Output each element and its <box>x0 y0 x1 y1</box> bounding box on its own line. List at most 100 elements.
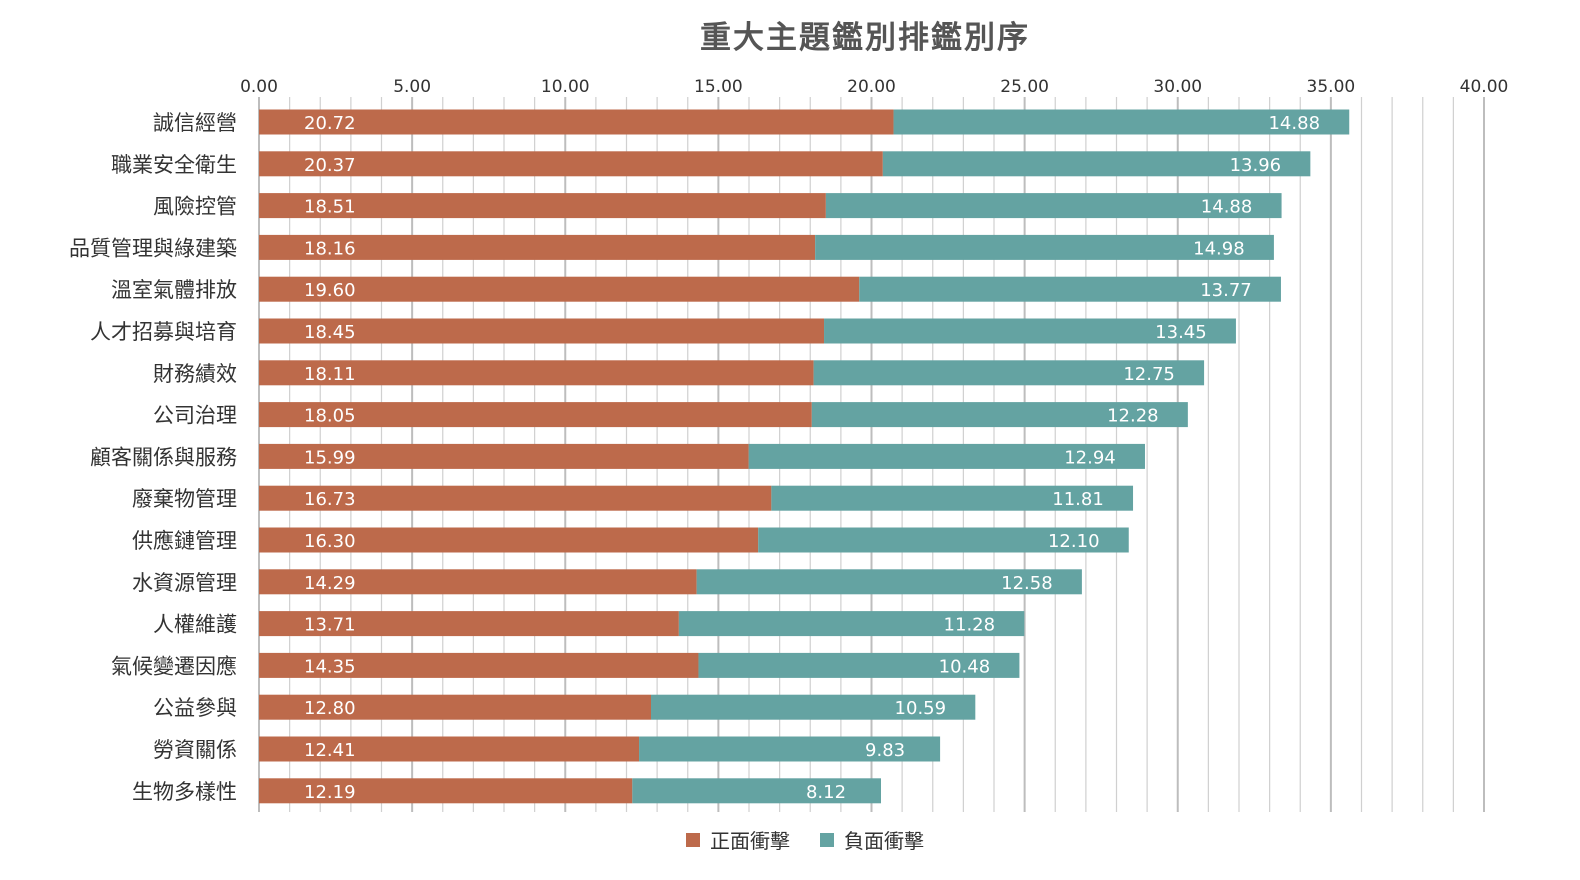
bar-negative <box>651 694 976 720</box>
data-label-negative: 13.45 <box>1155 322 1207 343</box>
bar-negative <box>859 276 1281 302</box>
data-label-negative: 8.12 <box>806 782 846 803</box>
data-label-positive: 12.80 <box>304 698 356 719</box>
data-label-negative: 10.48 <box>939 656 991 677</box>
data-label-negative: 14.98 <box>1193 238 1245 259</box>
data-label-negative: 10.59 <box>895 698 947 719</box>
data-label-positive: 12.19 <box>304 782 356 803</box>
bar-positive <box>259 652 699 678</box>
category-label: 公益參與 <box>153 696 237 720</box>
data-label-positive: 18.45 <box>304 322 356 343</box>
data-label-positive: 14.35 <box>304 656 356 677</box>
bar-negative <box>824 318 1236 344</box>
bar-negative <box>811 402 1188 428</box>
category-label: 品質管理與綠建築 <box>69 236 237 260</box>
category-label: 職業安全衛生 <box>111 153 237 177</box>
data-label-negative: 12.58 <box>1001 573 1053 594</box>
bar-positive <box>259 360 814 386</box>
data-label-positive: 18.16 <box>304 238 356 259</box>
data-label-negative: 12.28 <box>1107 406 1159 427</box>
bar-positive <box>259 485 772 511</box>
x-tick-label: 20.00 <box>847 77 896 97</box>
bar-positive <box>259 276 860 302</box>
data-label-positive: 15.99 <box>304 447 356 468</box>
category-label: 供應鏈管理 <box>132 529 237 553</box>
data-label-positive: 16.73 <box>304 489 356 510</box>
bar-negative <box>758 527 1129 553</box>
bar-positive <box>259 611 679 637</box>
legend-swatch-negative <box>820 832 834 847</box>
bar-positive <box>259 109 894 135</box>
data-label-negative: 12.75 <box>1123 364 1175 385</box>
data-label-negative: 11.81 <box>1052 489 1104 510</box>
bar-negative <box>882 151 1311 177</box>
legend-swatch-positive <box>686 832 700 847</box>
x-tick-label: 5.00 <box>393 77 431 97</box>
bar-negative <box>696 569 1082 595</box>
x-tick-label: 35.00 <box>1307 77 1356 97</box>
data-label-positive: 18.51 <box>304 197 356 218</box>
bar-positive <box>259 443 749 469</box>
category-label: 人權維護 <box>153 613 237 637</box>
category-label: 廢棄物管理 <box>132 487 237 511</box>
data-label-negative: 14.88 <box>1201 197 1253 218</box>
chart-title: 重大主題鑑別排鑑別序 <box>700 20 1030 56</box>
category-label: 溫室氣體排放 <box>111 278 237 302</box>
x-tick-label: 40.00 <box>1460 77 1509 97</box>
bar-positive <box>259 151 883 177</box>
data-label-negative: 13.77 <box>1200 280 1252 301</box>
data-label-positive: 12.41 <box>304 740 356 761</box>
bar-positive <box>259 778 633 804</box>
bar-positive <box>259 234 816 260</box>
x-tick-label: 0.00 <box>240 77 278 97</box>
data-label-negative: 12.10 <box>1048 531 1100 552</box>
category-label: 生物多樣性 <box>132 780 237 804</box>
bar-negative <box>632 778 881 804</box>
x-tick-label: 15.00 <box>694 77 743 97</box>
data-label-negative: 11.28 <box>944 615 996 636</box>
bar-positive <box>259 318 825 344</box>
bar-positive <box>259 736 640 762</box>
data-label-positive: 18.11 <box>304 364 356 385</box>
bar-negative <box>825 193 1282 219</box>
bar-positive <box>259 694 651 720</box>
legend-label-positive: 正面衝擊 <box>710 829 790 853</box>
category-label: 風險控管 <box>153 195 237 219</box>
bar-positive <box>259 193 826 219</box>
bar-positive <box>259 402 812 428</box>
category-label: 水資源管理 <box>132 571 237 595</box>
bar-negative <box>748 443 1145 469</box>
legend-item-negative[interactable]: 負面衝擊 <box>820 825 924 854</box>
x-tick-label: 25.00 <box>1000 77 1049 97</box>
data-label-negative: 12.94 <box>1064 447 1116 468</box>
category-label: 氣候變遷因應 <box>111 654 237 678</box>
bar-negative <box>678 611 1025 637</box>
data-label-positive: 13.71 <box>304 615 356 636</box>
bar-negative <box>893 109 1350 135</box>
legend: 正面衝擊 負面衝擊 <box>0 825 1580 854</box>
legend-label-negative: 負面衝擊 <box>844 829 924 853</box>
bar-positive <box>259 527 759 553</box>
x-tick-label: 10.00 <box>541 77 590 97</box>
data-label-positive: 20.72 <box>304 113 356 134</box>
data-label-positive: 19.60 <box>304 280 356 301</box>
data-label-negative: 9.83 <box>865 740 905 761</box>
bar-negative <box>813 360 1205 386</box>
category-label: 人才招募與培育 <box>90 320 237 344</box>
bar-negative <box>639 736 941 762</box>
data-label-positive: 16.30 <box>304 531 356 552</box>
bar-positive <box>259 569 697 595</box>
category-label: 公司治理 <box>153 404 237 428</box>
category-label: 勞資關係 <box>153 738 237 762</box>
category-label: 顧客關係與服務 <box>90 445 237 469</box>
data-label-negative: 14.88 <box>1268 113 1320 134</box>
data-label-positive: 18.05 <box>304 406 356 427</box>
legend-item-positive[interactable]: 正面衝擊 <box>686 825 790 854</box>
x-tick-label: 30.00 <box>1153 77 1202 97</box>
data-label-positive: 14.29 <box>304 573 356 594</box>
bar-negative <box>771 485 1134 511</box>
bar-negative <box>815 234 1274 260</box>
data-label-positive: 20.37 <box>304 155 356 176</box>
